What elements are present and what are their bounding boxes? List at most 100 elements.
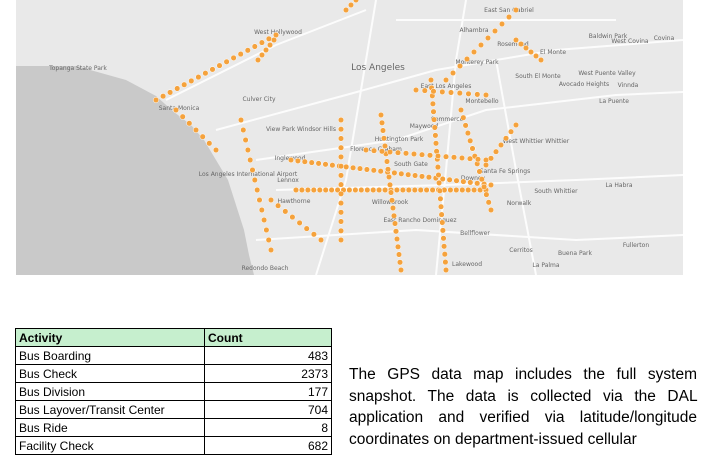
gps-point bbox=[395, 251, 403, 258]
gps-point bbox=[425, 174, 432, 181]
gps-point bbox=[450, 154, 458, 161]
gps-point bbox=[462, 122, 469, 129]
gps-point bbox=[237, 51, 244, 58]
gps-point bbox=[258, 51, 266, 59]
gps-point bbox=[188, 77, 195, 84]
gps-point bbox=[457, 106, 465, 114]
gps-point bbox=[237, 116, 245, 124]
map-place-label: El Monte bbox=[540, 49, 566, 56]
map-place-label: East San Gabriel bbox=[484, 7, 534, 14]
map-place-label: Hawthorne bbox=[278, 198, 311, 205]
gps-point bbox=[370, 186, 377, 194]
map-place-label: Avocado Heights bbox=[559, 81, 609, 88]
gps-point bbox=[346, 186, 353, 194]
gps-point bbox=[439, 175, 446, 183]
gps-point bbox=[247, 156, 254, 164]
gps-point bbox=[337, 153, 345, 160]
gps-point bbox=[481, 183, 488, 190]
gps-point bbox=[383, 158, 391, 165]
gps-point bbox=[396, 259, 404, 266]
map-place-label: Baldwin Park bbox=[589, 33, 628, 40]
gps-point bbox=[441, 251, 448, 258]
gps-point bbox=[266, 41, 274, 49]
gps-point bbox=[287, 156, 295, 164]
gps-point bbox=[334, 186, 341, 194]
gps-point bbox=[442, 153, 450, 160]
gps-point bbox=[347, 1, 355, 9]
gps-description-paragraph: The GPS data map includes the full syste… bbox=[349, 364, 697, 450]
map-place-label: Lennox bbox=[277, 177, 299, 184]
gps-point bbox=[352, 186, 359, 194]
header-activity: Activity bbox=[15, 328, 205, 347]
activity-cell: Bus Division bbox=[15, 382, 205, 401]
gps-point bbox=[398, 170, 405, 177]
map-place-label: South El Monte bbox=[515, 73, 561, 80]
gps-point bbox=[446, 176, 453, 183]
gps-point bbox=[498, 20, 506, 28]
gps-point bbox=[434, 152, 442, 160]
gps-point bbox=[482, 161, 490, 169]
gps-point bbox=[160, 93, 167, 100]
gps-point bbox=[505, 13, 513, 21]
gps-point bbox=[421, 87, 428, 94]
table-row: Bus Layover/Transit Center 704 bbox=[15, 400, 332, 419]
gps-point bbox=[458, 154, 466, 162]
map-place-label: Maywood bbox=[410, 123, 439, 130]
gps-point bbox=[394, 149, 402, 156]
gps-point bbox=[447, 89, 455, 96]
gps-point bbox=[356, 165, 364, 172]
map-place-label: West Whittier Whittier bbox=[503, 138, 570, 145]
gps-point bbox=[502, 135, 510, 142]
map-place-label: Buena Park bbox=[558, 250, 592, 257]
map-place-label: Lakewood bbox=[452, 261, 482, 268]
gps-point bbox=[389, 204, 397, 212]
gps-point bbox=[487, 181, 495, 189]
gps-point bbox=[172, 106, 180, 114]
gps-point bbox=[329, 162, 336, 169]
gps-point bbox=[427, 76, 435, 84]
gps-point bbox=[485, 199, 492, 206]
gps-point bbox=[432, 140, 440, 147]
table-row: Facility Check 682 bbox=[15, 436, 332, 455]
count-cell: 704 bbox=[204, 400, 332, 419]
gps-point bbox=[476, 168, 483, 175]
gps-point bbox=[310, 186, 317, 194]
map-place-label: Culver City bbox=[242, 96, 275, 103]
gps-point bbox=[254, 56, 262, 64]
gps-point bbox=[378, 148, 386, 155]
gps-point bbox=[315, 160, 322, 167]
map-place-label: La Habra bbox=[605, 182, 632, 189]
gps-point bbox=[470, 48, 478, 56]
gps-point bbox=[410, 150, 418, 158]
map-place-label: Montebello bbox=[465, 98, 499, 105]
ocean-area bbox=[16, 66, 254, 275]
gps-point bbox=[337, 144, 345, 151]
gps-point bbox=[423, 186, 430, 194]
gps-point bbox=[181, 81, 188, 88]
gps-point bbox=[179, 113, 186, 120]
gps-point bbox=[289, 214, 296, 221]
gps-point bbox=[206, 140, 213, 147]
gps-point bbox=[199, 133, 206, 140]
map-place-label: Rosemead bbox=[497, 41, 529, 48]
gps-point bbox=[337, 236, 345, 244]
gps-point bbox=[174, 85, 181, 92]
gps-point bbox=[436, 187, 443, 194]
gps-point bbox=[363, 166, 370, 173]
gps-point bbox=[263, 226, 270, 234]
map-place-label: South Whittier bbox=[534, 188, 578, 195]
count-cell: 682 bbox=[204, 436, 332, 455]
gps-point bbox=[384, 166, 392, 173]
gps-point bbox=[223, 58, 230, 65]
gps-point bbox=[484, 34, 492, 42]
gps-point bbox=[399, 186, 406, 194]
gps-point bbox=[296, 219, 303, 226]
gps-point bbox=[435, 171, 442, 179]
gps-point bbox=[467, 179, 474, 186]
gps-point bbox=[337, 116, 345, 124]
gps-activity-map: East San Gabriel Alhambra Rosemead El Monte… bbox=[16, 0, 683, 275]
gps-point bbox=[337, 135, 345, 142]
gps-point bbox=[202, 70, 209, 77]
gps-point bbox=[377, 111, 385, 119]
gps-point bbox=[471, 186, 478, 194]
